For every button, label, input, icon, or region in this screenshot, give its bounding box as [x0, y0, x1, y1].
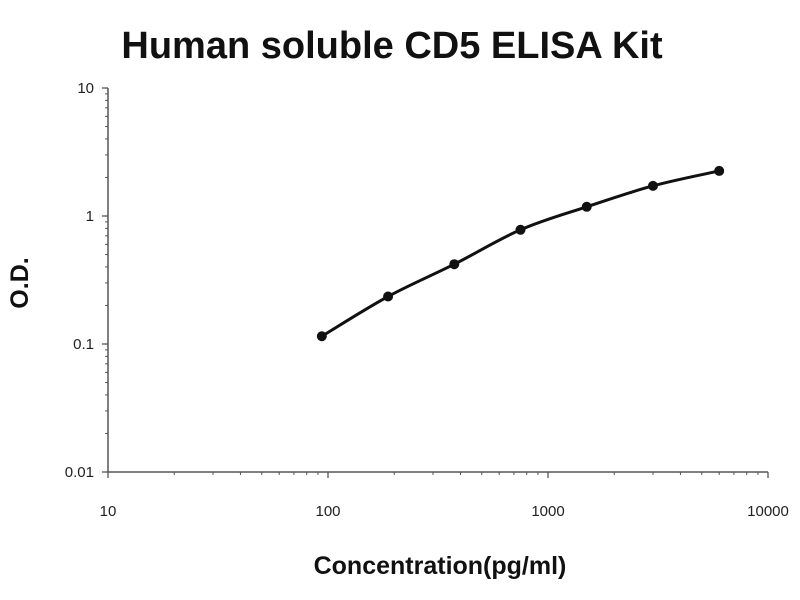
series-layer — [316, 165, 725, 342]
x-tick-label: 100 — [315, 503, 340, 520]
x-axis: 10 100 1000 10000 — [100, 471, 789, 520]
chart-title: Human soluble CD5 ELISA Kit — [121, 25, 663, 67]
data-point — [714, 165, 725, 176]
y-axis-label: O.D. — [6, 257, 34, 308]
y-tick-label: 1 — [86, 208, 94, 225]
data-point — [515, 224, 526, 235]
x-axis-label: Concentration(pg/ml) — [314, 552, 567, 580]
x-tick-label: 10000 — [747, 503, 789, 520]
data-point — [383, 291, 394, 302]
y-tick-label: 0.01 — [65, 464, 94, 481]
x-tick-label: 10 — [100, 503, 117, 520]
x-tick-label: 1000 — [531, 503, 564, 520]
data-point — [647, 180, 658, 191]
y-tick-label: 10 — [77, 80, 94, 97]
y-tick-label: 0.1 — [73, 336, 94, 353]
series-line — [320, 169, 721, 338]
data-point — [449, 259, 460, 270]
y-axis: 0.01 0.1 1 10 — [65, 80, 109, 481]
data-point — [316, 331, 327, 342]
data-point — [581, 201, 592, 212]
